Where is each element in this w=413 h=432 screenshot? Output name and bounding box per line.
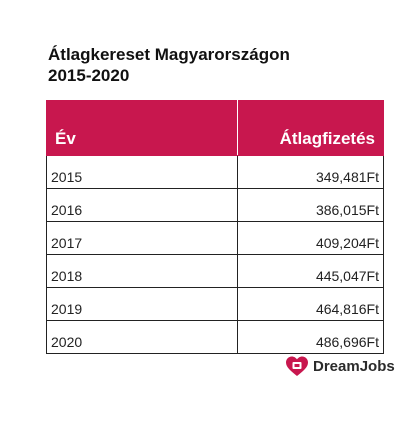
heart-logo-icon — [286, 356, 308, 377]
table-row: 2016 386,015Ft — [46, 188, 384, 222]
cell-year: 2016 — [46, 188, 238, 222]
cell-salary: 386,015Ft — [237, 188, 384, 222]
header-year: Év — [46, 100, 238, 156]
cell-salary: 349,481Ft — [237, 155, 384, 189]
dreamjobs-logo: DreamJobs — [286, 356, 395, 377]
salary-table: Év Átlagfizetés 2015 349,481Ft 2016 386,… — [46, 100, 384, 354]
cell-salary: 464,816Ft — [237, 287, 384, 321]
page-title: Átlagkereset Magyarországon 2015-2020 — [48, 44, 290, 86]
cell-year: 2018 — [46, 254, 238, 288]
table-row: 2018 445,047Ft — [46, 254, 384, 288]
cell-salary: 409,204Ft — [237, 221, 384, 255]
table-row: 2015 349,481Ft — [46, 155, 384, 189]
title-line-2: 2015-2020 — [48, 66, 130, 85]
cell-year: 2020 — [46, 320, 238, 354]
title-line-1: Átlagkereset Magyarországon — [48, 45, 290, 64]
brand-name: DreamJobs — [313, 358, 395, 375]
header-salary: Átlagfizetés — [237, 100, 384, 156]
table-row: 2020 486,696Ft — [46, 320, 384, 354]
cell-salary: 486,696Ft — [237, 320, 384, 354]
cell-year: 2019 — [46, 287, 238, 321]
table-header-row: Év Átlagfizetés — [46, 100, 384, 156]
cell-year: 2017 — [46, 221, 238, 255]
table-row: 2019 464,816Ft — [46, 287, 384, 321]
cell-salary: 445,047Ft — [237, 254, 384, 288]
cell-year: 2015 — [46, 155, 238, 189]
table-row: 2017 409,204Ft — [46, 221, 384, 255]
